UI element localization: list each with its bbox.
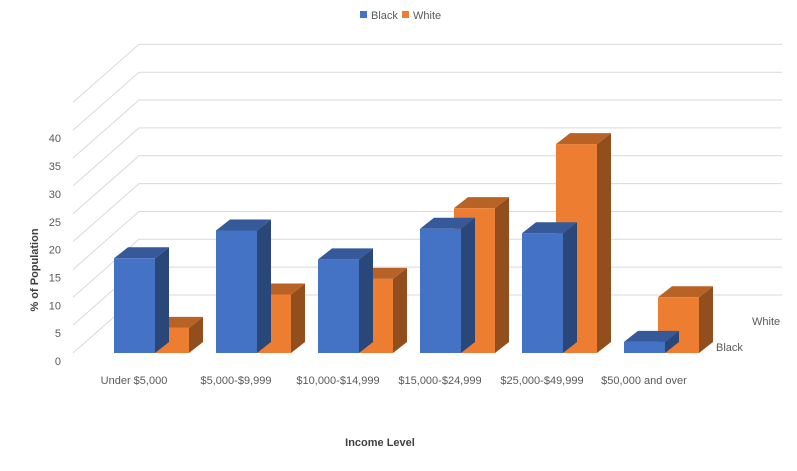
x-tick-label: $10,000-$14,999 [296,375,379,387]
x-axis-labels: Under $5,000 $5,000-$9,999 $10,000-$14,999… [101,375,687,387]
legend-label-black: Black [371,10,398,22]
depth-axis-label-black: Black [716,342,743,354]
gridline [72,127,782,187]
y-tick-label: 0 [55,356,61,368]
gridline [72,155,782,215]
depth-axis-label-white: White [752,316,780,328]
bar-black-under-5-000 [114,247,169,353]
bar-black-10-000-14-999 [318,248,373,353]
legend[interactable]: Black White [360,10,441,22]
gridline [72,99,782,159]
bars [114,133,713,353]
x-tick-label: Under $5,000 [101,375,168,387]
y-tick-label: 15 [49,272,61,284]
x-tick-label: $15,000-$24,999 [398,375,481,387]
y-axis-title: % of Population [29,228,41,311]
x-tick-label: $50,000 and over [601,375,687,387]
y-tick-label: 5 [55,328,61,340]
gridline [72,71,782,131]
bar-black-15-000-24-999 [420,217,475,353]
bar-black-25-000-49-999 [522,222,577,353]
legend-swatch-white [402,11,409,18]
y-tick-label: 20 [49,245,61,257]
gridline-top [72,43,782,103]
y-tick-label: 10 [49,300,61,312]
y-tick-label: 35 [49,161,61,173]
y-axis-ticks: 0 5 10 15 20 25 30 35 40 [49,133,61,368]
y-tick-label: 40 [49,133,61,145]
x-axis-title: Income Level [345,437,415,449]
legend-swatch-black [360,11,367,18]
bar-black-5-000-9-999 [216,219,271,353]
x-tick-label: $25,000-$49,999 [500,375,583,387]
y-tick-label: 25 [49,217,61,229]
x-tick-label: $5,000-$9,999 [201,375,272,387]
legend-label-white: White [413,10,441,22]
bar-white-50-000-and-over [658,286,713,353]
bar-black-50-000-and-over [624,330,679,353]
gridlines [72,43,782,354]
y-tick-label: 30 [49,189,61,201]
